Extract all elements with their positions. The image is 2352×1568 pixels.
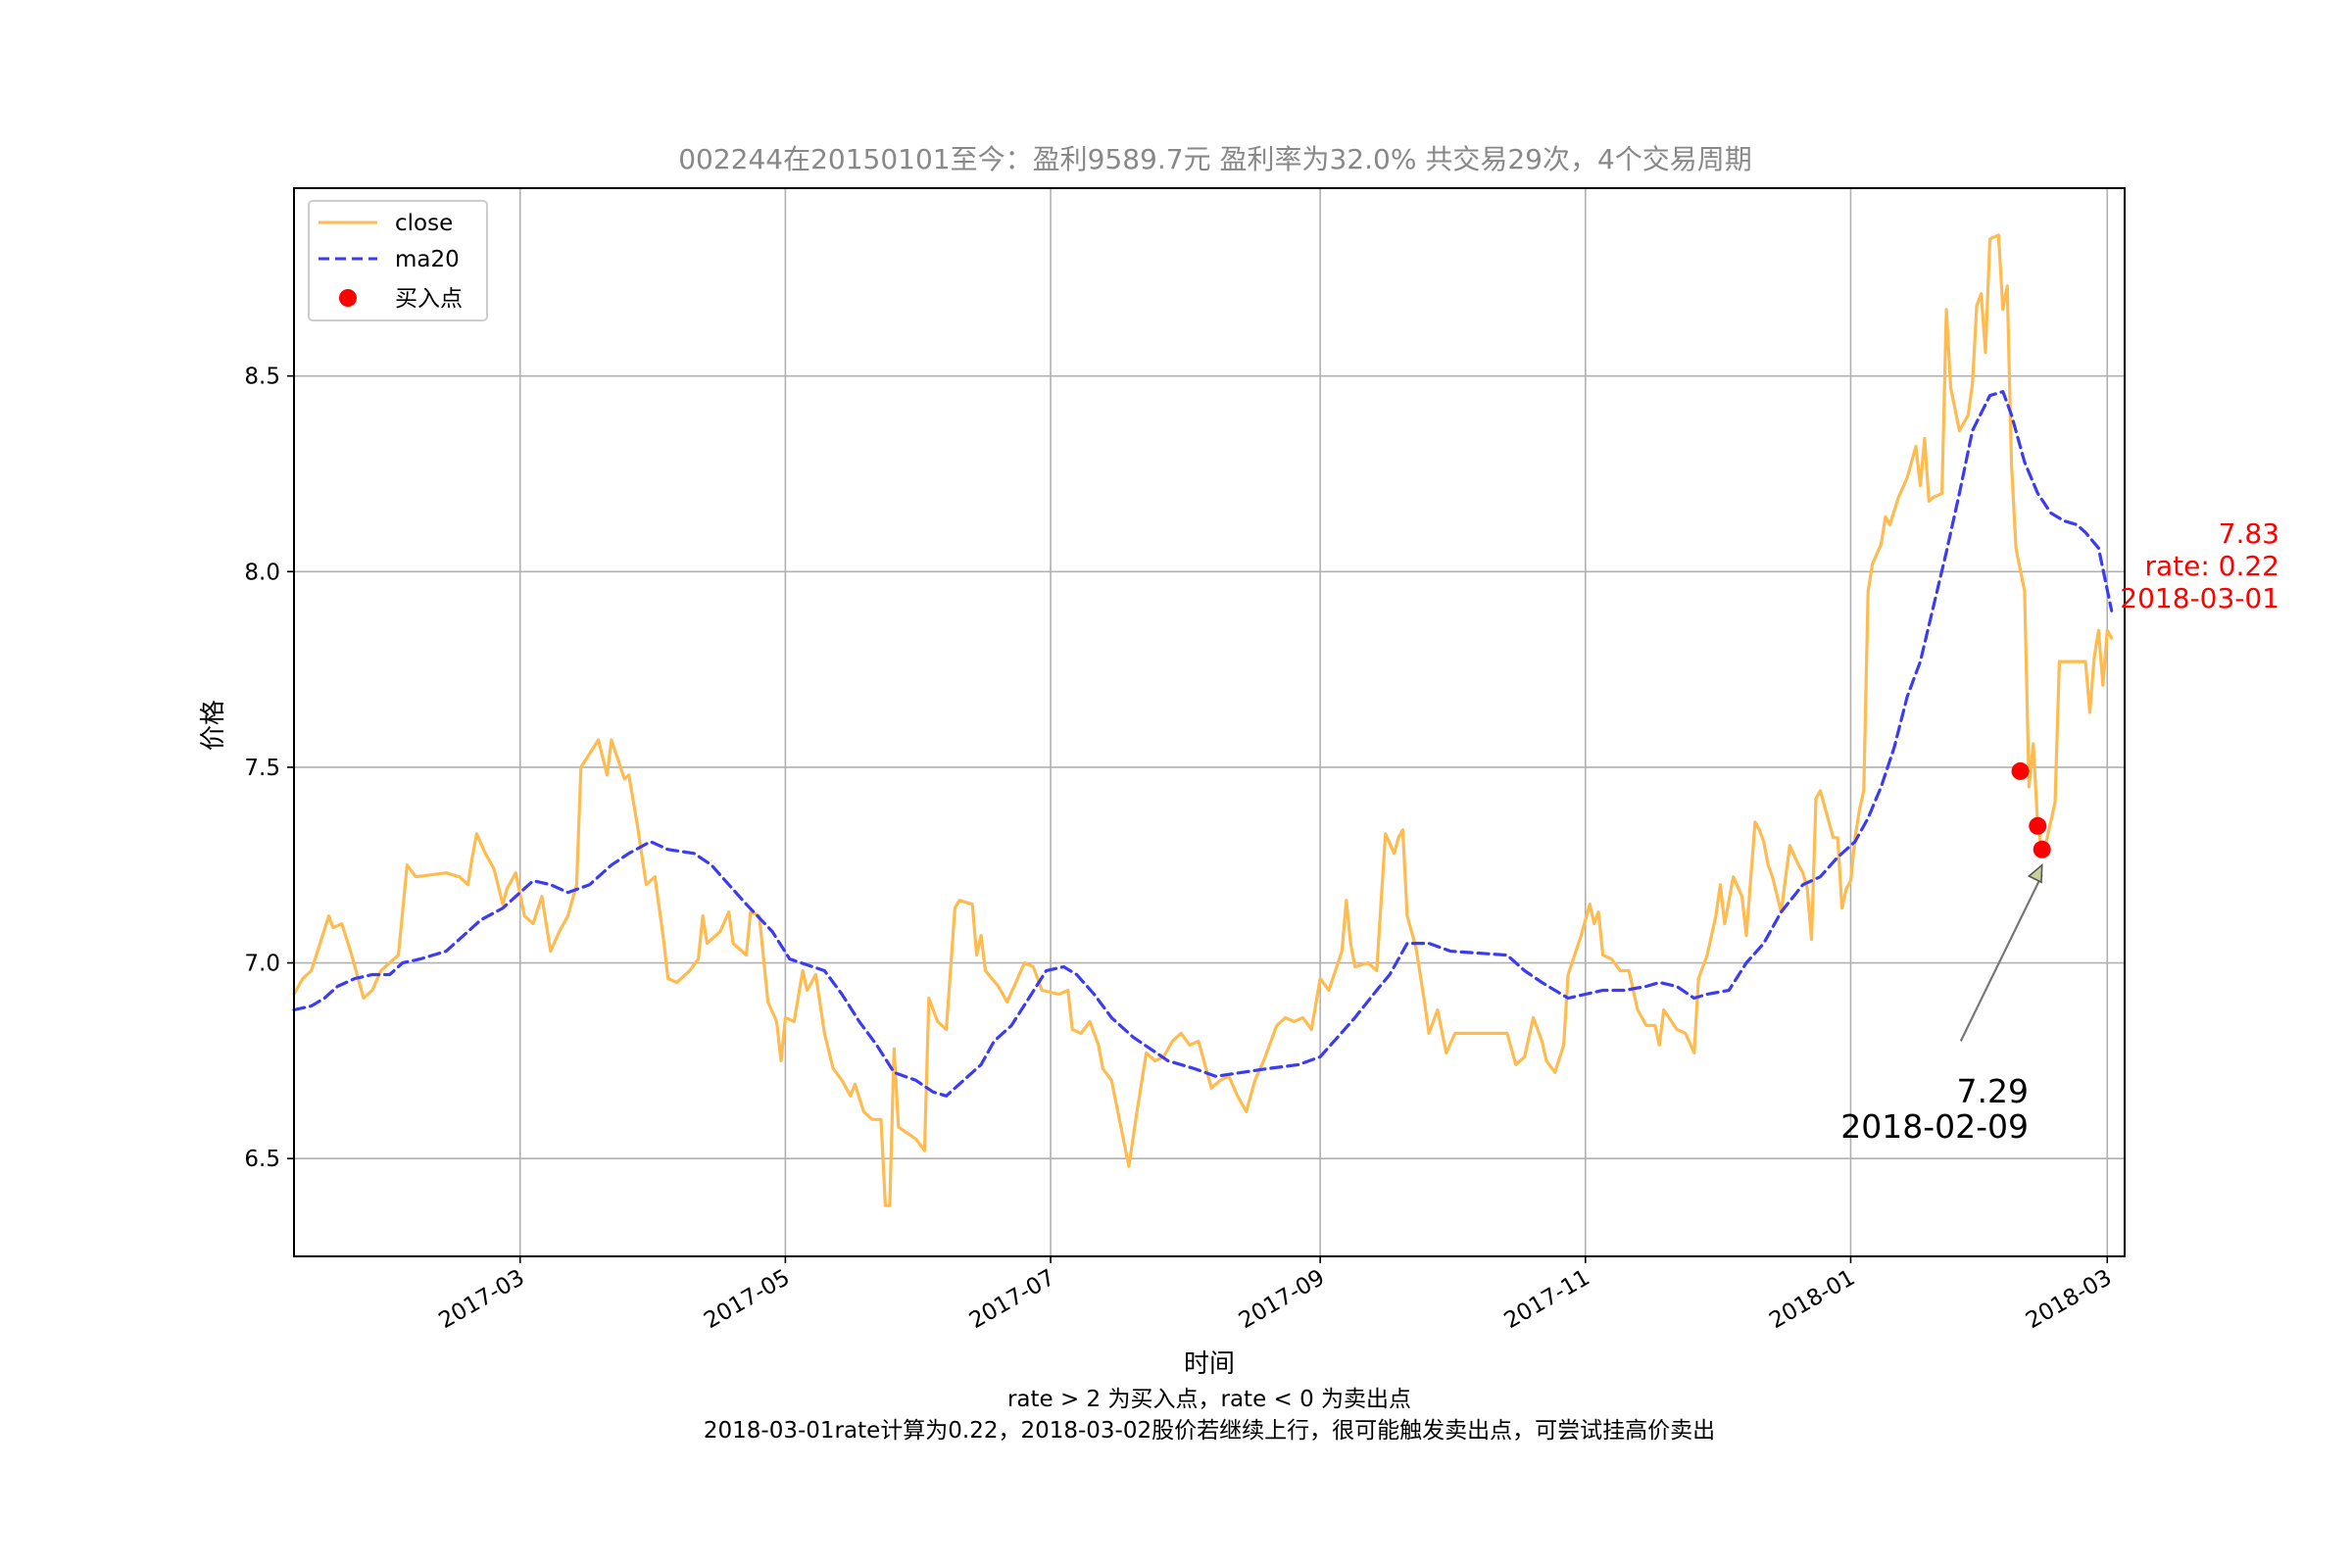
buy-annotation-label: 7.29 [1957, 1072, 2029, 1110]
legend-buy-marker [339, 289, 357, 307]
legend-box [308, 200, 488, 321]
x-tick-label: 2017-03 [434, 1265, 528, 1335]
legend-buy-label: 买入点 [395, 286, 463, 312]
x-tick-label: 2017-11 [1500, 1265, 1594, 1335]
legend-ma20-label: ma20 [395, 247, 460, 272]
buy-annotation-label: 2018-02-09 [1840, 1107, 2029, 1146]
buy-point-marker [2033, 840, 2051, 858]
y-tick-label: 7.0 [244, 952, 280, 977]
rate-annotation-label: rate: 0.22 [2144, 550, 2279, 582]
buy-point-marker [2011, 761, 2030, 780]
y-axis: 6.5 7.0 7.5 8.0 8.5 [244, 365, 294, 1172]
legend-close-label: close [395, 211, 453, 236]
x-axis: 2017-03 2017-05 2017-07 2017-09 2017-11 2018-… [434, 1256, 2116, 1334]
footer-line-2: 2018-03-01rate计算为0.22，2018-03-02股价若继续上行，… [704, 1418, 1715, 1444]
plot-frame [293, 187, 2126, 1257]
rate-annotation-label: 2018-03-01 [2120, 582, 2279, 614]
close-line [292, 233, 2114, 1207]
x-tick-label: 2017-09 [1235, 1265, 1329, 1335]
grid [294, 188, 2125, 1256]
x-tick-label: 2017-07 [965, 1265, 1059, 1335]
legend: close ma20 买入点 [308, 200, 488, 321]
ma20-line [292, 390, 2114, 1098]
y-tick-label: 8.5 [244, 365, 280, 390]
x-axis-label: 时间 [1184, 1349, 1235, 1379]
buy-point-marker [2029, 816, 2047, 835]
x-tick-label: 2018-03 [2022, 1265, 2116, 1335]
rate-annotation-label: 7.83 [2219, 517, 2279, 550]
annotation-arrow-head [2027, 862, 2043, 884]
x-tick-label: 2017-05 [700, 1265, 794, 1335]
annotation-arrow-line [1959, 874, 2043, 1042]
y-tick-label: 7.5 [244, 756, 280, 781]
chart-title: 002244在20150101至今：盈利9589.7元 盈利率为32.0% 共交… [678, 143, 1752, 175]
y-tick-label: 6.5 [244, 1147, 280, 1172]
footer-line-1: rate > 2 为买入点，rate < 0 为卖出点 [1007, 1387, 1411, 1412]
y-tick-label: 8.0 [244, 560, 280, 585]
series-layer [292, 233, 2114, 1207]
y-axis-label: 价格 [199, 700, 228, 751]
x-tick-label: 2018-01 [1765, 1265, 1859, 1335]
